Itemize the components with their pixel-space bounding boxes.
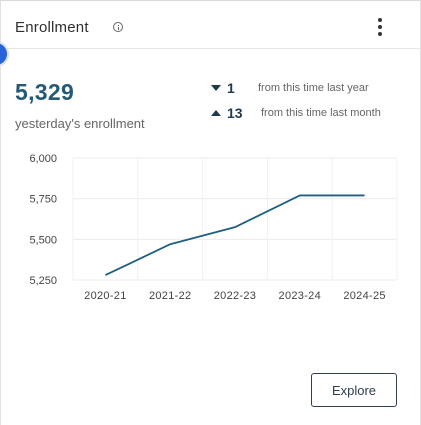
y-tick-label: 6,000 [29, 153, 57, 165]
x-tick-label: 2021-22 [149, 290, 191, 302]
card-title: Enrollment [15, 19, 89, 36]
series-line [105, 194, 365, 276]
change-text: from this time last month [261, 107, 381, 119]
change-text: from this time last year [258, 82, 369, 94]
y-tick-label: 5,750 [29, 194, 57, 206]
enrollment-value: 5,329 [15, 79, 75, 105]
kebab-dot [378, 32, 382, 36]
kebab-menu-icon[interactable] [373, 18, 387, 38]
enrollment-label: yesterday's enrollment [15, 116, 145, 131]
down-arrow-icon [211, 85, 221, 91]
enrollment-line-chart: 6,000 5,750 5,500 5,250 2020-21 2021-22 2022-2… [29, 153, 398, 302]
x-tick-label: 2024-25 [343, 290, 385, 302]
change-vs-last-month: 13 from this time last month [209, 105, 381, 121]
kebab-dot [378, 25, 382, 29]
change-amount: 1 [227, 80, 235, 96]
y-tick-label: 5,250 [29, 275, 57, 287]
up-arrow-icon [211, 110, 221, 116]
explore-button[interactable]: Explore [311, 373, 397, 407]
info-icon[interactable] [113, 22, 123, 32]
change-amount: 13 [227, 105, 243, 121]
card-header: Enrollment [1, 1, 420, 49]
x-tick-label: 2023-24 [279, 290, 321, 302]
edge-indicator [0, 43, 7, 65]
x-tick-label: 2020-21 [84, 290, 126, 302]
y-tick-label: 5,500 [29, 234, 57, 246]
change-vs-last-year: 1 from this time last year [209, 80, 369, 96]
kebab-dot [378, 18, 382, 22]
x-tick-label: 2022-23 [214, 290, 256, 302]
